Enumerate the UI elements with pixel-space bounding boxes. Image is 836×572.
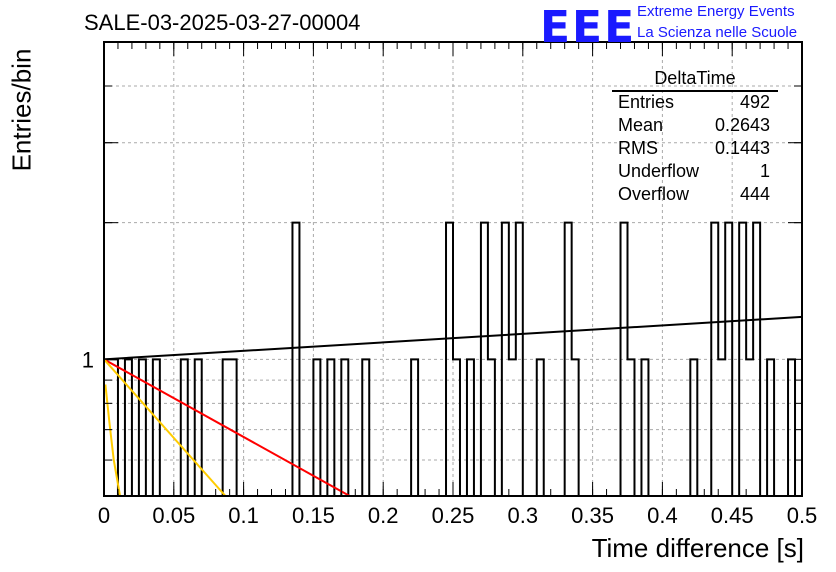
- stats-row-underflow: Underflow 1: [612, 161, 778, 184]
- histogram-bin: [711, 223, 718, 496]
- histogram-bin: [718, 359, 725, 496]
- fit-line: [103, 315, 803, 361]
- histogram-bin: [565, 223, 572, 496]
- stats-key: RMS: [618, 138, 658, 158]
- x-tick-label: 0.05: [152, 503, 195, 528]
- stats-key: Underflow: [618, 161, 700, 181]
- y-axis-ticks: 1: [82, 85, 802, 461]
- stats-value: 1: [759, 161, 770, 181]
- histogram-bin: [746, 359, 753, 496]
- fit-lines: [103, 315, 803, 497]
- histogram-bin: [572, 359, 579, 496]
- y-axis-label: Entries/bin: [6, 48, 37, 172]
- x-tick-label: 0.5: [787, 503, 818, 528]
- histogram-bin: [181, 359, 188, 496]
- x-tick-label: 0.3: [508, 503, 539, 528]
- stats-key: Mean: [618, 115, 664, 135]
- stats-row-rms: RMS 0.1443: [612, 138, 778, 161]
- histogram-bin: [753, 223, 760, 496]
- histogram-bin: [453, 359, 460, 496]
- histogram-bin: [641, 359, 648, 496]
- x-tick-label: 0.4: [647, 503, 678, 528]
- y-tick-label: 1: [82, 347, 94, 372]
- fit-line: [104, 384, 122, 497]
- histogram-bin: [292, 223, 299, 496]
- stats-row-overflow: Overflow 444: [612, 184, 778, 207]
- x-axis-label: Time difference [s]: [591, 533, 804, 563]
- histogram-bin: [362, 359, 369, 496]
- fit-line: [103, 358, 227, 497]
- eee-logo: EEE: [540, 2, 637, 53]
- logo-line-2: La Scienza nelle Scuole: [637, 24, 798, 41]
- chart-title: SALE-03-2025-03-27-00004: [84, 10, 361, 35]
- histogram-bin: [411, 359, 418, 496]
- histogram-bin: [502, 223, 509, 496]
- stats-key: Overflow: [618, 184, 690, 204]
- x-tick-label: 0.45: [711, 503, 754, 528]
- histogram-bin: [195, 359, 202, 496]
- histogram-bin: [446, 223, 453, 496]
- histogram-bin: [516, 223, 523, 496]
- histogram-bin: [537, 359, 544, 496]
- x-tick-label: 0: [98, 503, 110, 528]
- histogram-bin: [725, 223, 732, 496]
- stats-value: 444: [739, 184, 770, 204]
- stats-row-mean: Mean 0.2643: [612, 115, 778, 138]
- stats-value: 0.2643: [714, 115, 770, 135]
- stats-key: Entries: [618, 92, 675, 112]
- x-tick-label: 0.2: [368, 503, 399, 528]
- x-axis-ticks: 0 0.05 0.1 0.15 0.2 0.25 0.3 0.35 0.4 0.45 0.5: [98, 42, 817, 528]
- logo-line-1: Extreme Energy Events: [637, 3, 795, 20]
- x-tick-label: 0.35: [571, 503, 614, 528]
- histogram-bin: [467, 359, 474, 496]
- histogram-bin: [327, 359, 334, 496]
- histogram-bin: [488, 359, 495, 496]
- stats-box: DeltaTime Entries 492 Mean 0.2643 RMS 0.…: [612, 68, 778, 207]
- fit-line: [103, 358, 351, 497]
- stats-title: DeltaTime: [612, 68, 778, 92]
- x-tick-label: 0.1: [228, 503, 259, 528]
- histogram-bin: [739, 223, 746, 496]
- histogram-bin: [690, 359, 697, 496]
- histogram-bin: [509, 359, 516, 496]
- x-tick-label: 0.15: [292, 503, 335, 528]
- histogram-bin: [767, 359, 774, 496]
- x-tick-label: 0.25: [432, 503, 475, 528]
- stats-value: 0.1443: [714, 138, 770, 158]
- histogram-bin: [621, 223, 628, 496]
- histogram-bin: [341, 359, 348, 496]
- histogram-bin: [481, 223, 488, 496]
- histogram-bin: [230, 359, 237, 496]
- histogram-bin: [125, 359, 132, 496]
- histogram-bin: [788, 359, 795, 496]
- histogram-bin: [628, 359, 635, 496]
- histogram-bin: [153, 359, 160, 496]
- stats-value: 492: [739, 92, 770, 112]
- stats-row-entries: Entries 492: [612, 92, 778, 115]
